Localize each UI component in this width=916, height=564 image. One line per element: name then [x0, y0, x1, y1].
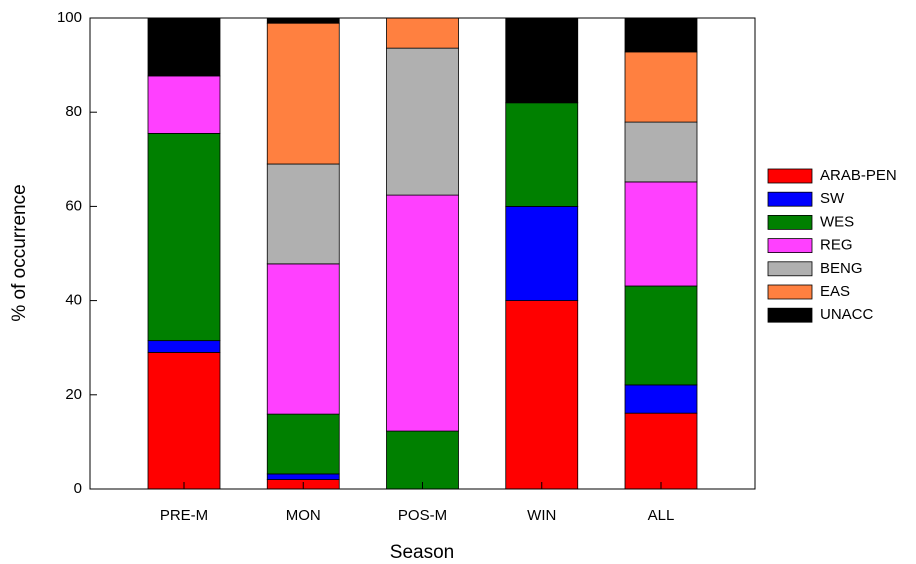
bar-segment: [266, 413, 340, 475]
bar-segment: [147, 340, 221, 353]
y-tick-label: 0: [74, 480, 82, 497]
legend-label: BENG: [820, 260, 863, 277]
legend-label: REG: [820, 237, 853, 254]
bar-segment: [147, 132, 221, 342]
bar-segment: [624, 285, 698, 386]
legend-label: WES: [820, 213, 854, 230]
y-axis-title: % of occurrence: [9, 184, 30, 321]
legend-label: EAS: [820, 283, 850, 300]
y-tick-label: 20: [65, 386, 82, 403]
bar-segment: [624, 412, 698, 490]
legend-label: ARAB-PEN: [820, 167, 897, 184]
x-tick-label: WIN: [527, 507, 556, 524]
bar-segment: [147, 75, 221, 134]
legend-label: UNACC: [820, 306, 874, 323]
bar-segment: [266, 22, 340, 165]
bar-segment: [266, 163, 340, 265]
legend-swatch: [767, 307, 813, 323]
bar-segment: [266, 263, 340, 415]
y-tick-label: 80: [65, 103, 82, 120]
x-tick-label: PRE-M: [160, 507, 208, 524]
bar-segment: [266, 17, 340, 24]
bar-segment: [505, 17, 579, 104]
y-tick-label: 60: [65, 197, 82, 214]
bar-segment: [624, 181, 698, 287]
bar-segment: [386, 47, 459, 196]
bar-segment: [386, 17, 459, 49]
legend-swatch: [767, 168, 813, 184]
bar-segment: [266, 473, 340, 480]
legend-label: SW: [820, 190, 845, 207]
y-tick-label: 40: [65, 292, 82, 309]
legend-swatch: [767, 191, 813, 207]
bar-segment: [505, 102, 579, 207]
x-tick-label: ALL: [648, 507, 675, 524]
legend-swatch: [767, 284, 813, 300]
x-axis-title: Season: [390, 542, 454, 563]
bar-segment: [147, 17, 221, 77]
bar-segment: [624, 121, 698, 183]
bar-segment: [386, 194, 459, 432]
legend-swatch: [767, 214, 813, 230]
y-tick-label: 100: [57, 9, 82, 26]
x-tick-label: POS-M: [398, 507, 447, 524]
bar-segment: [386, 430, 459, 490]
bar-segment: [505, 300, 579, 490]
x-tick-label: MON: [286, 507, 321, 524]
legend-swatch: [767, 261, 813, 277]
plot-frame: [89, 17, 756, 490]
bar-segment: [624, 384, 698, 414]
bar-segment: [147, 352, 221, 490]
legend-swatch: [767, 238, 813, 254]
bar-segment: [624, 17, 698, 53]
bar-segment: [624, 51, 698, 123]
bar-segment: [505, 205, 579, 301]
